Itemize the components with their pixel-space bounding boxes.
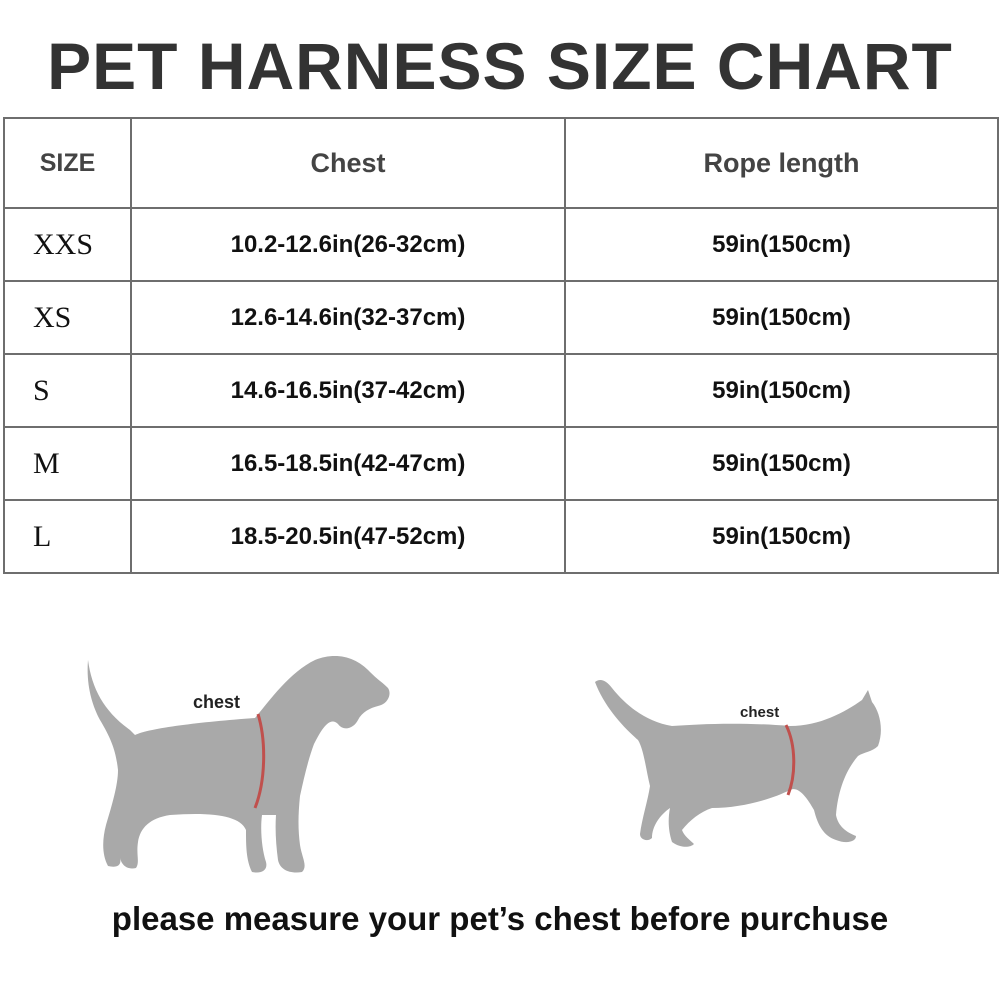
table-row: XXS 10.2-12.6in(26-32cm) 59in(150cm)	[3, 207, 999, 282]
chest-cell: 18.5-20.5in(47-52cm)	[130, 499, 566, 574]
rope-cell: 59in(150cm)	[564, 280, 999, 355]
chest-cell: 10.2-12.6in(26-32cm)	[130, 207, 566, 282]
cat-chest-label: chest	[740, 704, 780, 721]
dog-silhouette-icon	[87, 656, 390, 873]
table-row: M 16.5-18.5in(42-47cm) 59in(150cm)	[3, 426, 999, 501]
cat-silhouette-icon	[595, 680, 881, 847]
size-cell: L	[3, 499, 132, 574]
chest-cell: 16.5-18.5in(42-47cm)	[130, 426, 566, 501]
chest-cell: 14.6-16.5in(37-42cm)	[130, 353, 566, 428]
header-size: SIZE	[3, 117, 132, 209]
measure-instruction: please measure your pet’s chest before p…	[111, 900, 889, 937]
size-cell: S	[3, 353, 132, 428]
header-rope-length: Rope length	[564, 117, 999, 209]
chart-title: PET HARNESS SIZE CHART	[47, 29, 953, 103]
size-cell: M	[3, 426, 132, 501]
rope-cell: 59in(150cm)	[564, 499, 999, 574]
dog-chest-label: chest	[193, 692, 241, 712]
rope-cell: 59in(150cm)	[564, 207, 999, 282]
size-cell: XS	[3, 280, 132, 355]
rope-cell: 59in(150cm)	[564, 353, 999, 428]
table-row: S 14.6-16.5in(37-42cm) 59in(150cm)	[3, 353, 999, 428]
table-header-row: SIZE Chest Rope length	[3, 117, 999, 209]
size-table: SIZE Chest Rope length XXS 10.2-12.6in(2…	[3, 117, 999, 574]
size-cell: XXS	[3, 207, 132, 282]
rope-cell: 59in(150cm)	[564, 426, 999, 501]
chest-cell: 12.6-14.6in(32-37cm)	[130, 280, 566, 355]
pet-illustrations: chest chest	[0, 640, 1000, 890]
table-row: L 18.5-20.5in(47-52cm) 59in(150cm)	[3, 499, 999, 574]
table-row: XS 12.6-14.6in(32-37cm) 59in(150cm)	[3, 280, 999, 355]
header-chest: Chest	[130, 117, 566, 209]
